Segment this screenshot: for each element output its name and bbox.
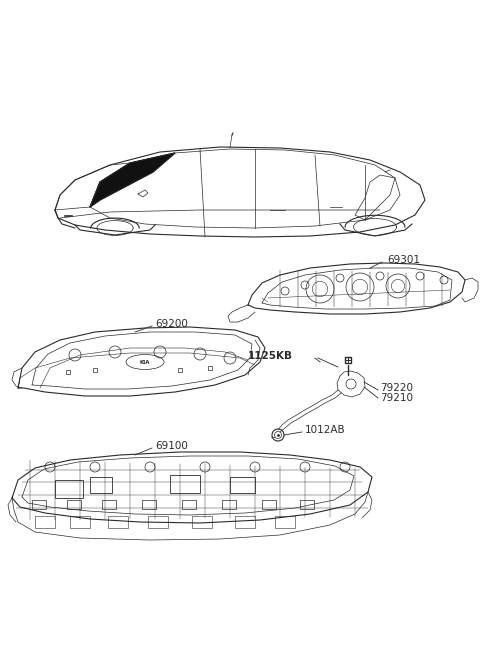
- Bar: [222, 500, 236, 509]
- Bar: [230, 477, 255, 493]
- Bar: [102, 500, 116, 509]
- Text: 79220: 79220: [380, 383, 413, 393]
- Bar: [32, 500, 46, 509]
- Polygon shape: [90, 153, 175, 207]
- Bar: [142, 500, 156, 509]
- Bar: [262, 500, 276, 509]
- Bar: [182, 500, 196, 509]
- Bar: [148, 516, 168, 528]
- Text: 1012AB: 1012AB: [305, 425, 346, 435]
- Bar: [55, 480, 83, 498]
- Text: 69200: 69200: [155, 319, 188, 329]
- Text: 69301: 69301: [387, 255, 420, 265]
- Bar: [235, 516, 255, 528]
- Bar: [192, 516, 212, 528]
- Text: 1125KB: 1125KB: [248, 351, 293, 361]
- Text: 69100: 69100: [155, 441, 188, 451]
- Bar: [90, 477, 112, 493]
- Bar: [70, 516, 90, 528]
- Bar: [170, 475, 200, 493]
- Bar: [35, 516, 55, 528]
- Text: KIA: KIA: [140, 359, 150, 365]
- Bar: [67, 500, 81, 509]
- Bar: [300, 500, 314, 509]
- Bar: [275, 516, 295, 528]
- Bar: [108, 516, 128, 528]
- Text: 79210: 79210: [380, 393, 413, 403]
